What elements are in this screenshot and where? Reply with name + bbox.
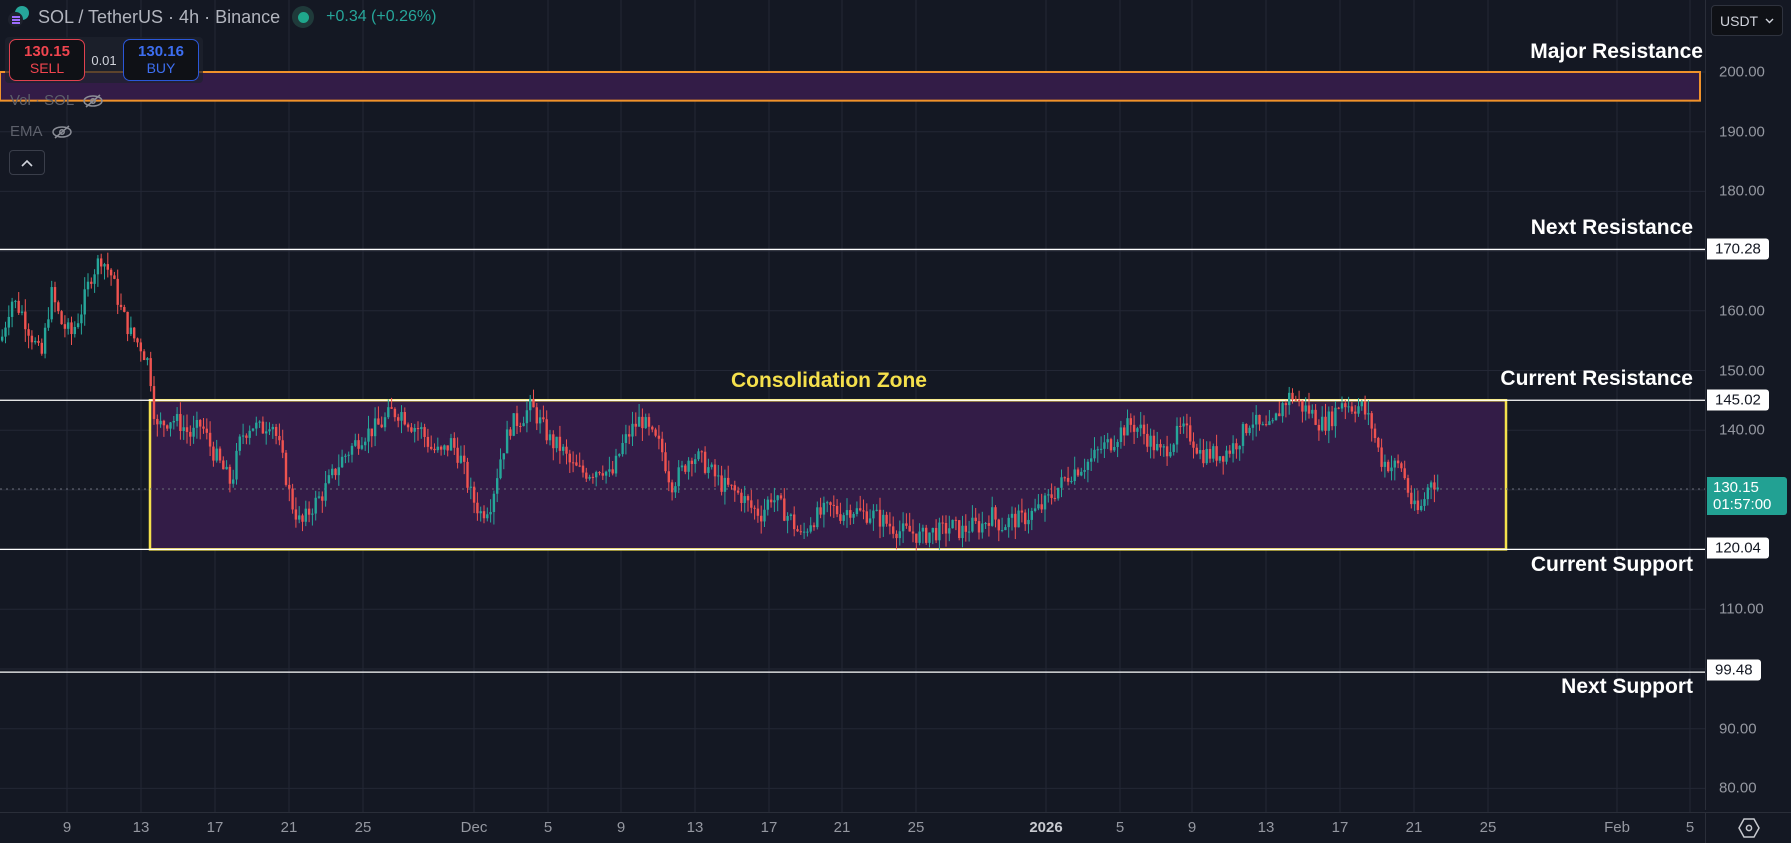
price-tag-next-resistance: 170.28 [1707, 238, 1769, 260]
buy-button[interactable]: 130.16 BUY [123, 39, 199, 81]
label-major-resistance: Major Resistance [1530, 40, 1703, 63]
price-tag-current-resistance: 145.02 [1707, 389, 1769, 411]
current-price-value: 130.15 [1713, 479, 1759, 496]
time-tick-label: 5 [1685, 819, 1695, 836]
symbol-title[interactable]: SOL / TetherUS · 4h · Binance [38, 6, 281, 27]
price-tick-label: 150.00 [1719, 362, 1765, 379]
buy-price: 130.16 [138, 43, 184, 60]
time-axis[interactable]: 9 13 17 21 25 Dec 5 9 13 17 21 25 2026 5 9 13 17 21 25 Feb 5 [0, 812, 1705, 843]
price-tick-label: 110.00 [1719, 600, 1764, 618]
eye-off-icon[interactable] [51, 124, 73, 139]
symbol-header: SOL / TetherUS · 4h · Binance +0.34 (+0.… [8, 6, 436, 28]
indicator-volume[interactable]: Vol · SOL [10, 92, 104, 109]
chart-settings-button[interactable] [1705, 812, 1791, 843]
label-next-support: Next Support [1561, 675, 1693, 698]
time-tick-label: Dec [460, 819, 488, 836]
price-tick-label: 200.00 [1719, 63, 1765, 81]
label-current-support: Current Support [1530, 553, 1693, 576]
spread-value: 0.01 [91, 52, 117, 68]
trade-panel: 130.15 SELL 0.01 130.16 BUY [5, 37, 203, 83]
price-tick-label: 140.00 [1719, 421, 1765, 439]
time-tick-label: 13 [686, 819, 704, 836]
time-tick-label: 17 [760, 819, 778, 836]
price-tag-current-support: 120.04 [1707, 537, 1769, 559]
time-tick-label: 25 [354, 819, 372, 836]
collapse-indicators-button[interactable] [9, 150, 45, 175]
label-consolidation-zone: Consolidation Zone [731, 369, 927, 392]
bar-countdown: 01:57:00 [1713, 496, 1772, 513]
time-tick-label: 13 [132, 819, 150, 836]
time-tick-label: 21 [833, 819, 851, 836]
time-tick-label: 5 [1115, 819, 1125, 836]
price-tick-label: 80.00 [1719, 779, 1757, 797]
time-tick-label: Feb [1604, 819, 1630, 836]
label-current-resistance: Current Resistance [1500, 367, 1693, 390]
label-next-resistance: Next Resistance [1530, 216, 1693, 239]
price-tick-label: 90.00 [1719, 720, 1757, 738]
sol-logo-icon [8, 6, 30, 28]
price-axis[interactable]: 200.00 190.00 180.00 160.00 150.00 140.00 110.… [1705, 0, 1791, 810]
price-tick-label: 180.00 [1719, 182, 1765, 200]
time-tick-label: 25 [1479, 819, 1497, 836]
chevron-down-icon [1765, 18, 1774, 23]
eye-off-icon[interactable] [82, 93, 104, 108]
currency-select[interactable]: USDT [1711, 5, 1783, 36]
settings-hexagon-icon [1737, 818, 1760, 838]
time-tick-label: 21 [1405, 819, 1423, 836]
time-tick-label: 25 [907, 819, 925, 836]
currency-value: USDT [1720, 12, 1759, 29]
indicator-label: Vol · SOL [10, 92, 75, 109]
chevron-up-icon [21, 159, 33, 167]
price-chart-canvas[interactable] [0, 0, 1705, 812]
time-tick-label: 13 [1257, 819, 1275, 836]
sell-price: 130.15 [24, 43, 70, 60]
price-tag-next-support: 99.48 [1707, 659, 1761, 681]
current-price-tag: 130.15 01:57:00 [1707, 477, 1787, 515]
sell-button[interactable]: 130.15 SELL [9, 39, 85, 81]
buy-label: BUY [146, 60, 176, 76]
time-tick-label: 5 [543, 819, 553, 836]
time-tick-label: 9 [1187, 819, 1197, 836]
time-tick-label: 2026 [1029, 819, 1063, 836]
indicator-ema[interactable]: EMA [10, 123, 73, 140]
time-tick-label: 9 [616, 819, 626, 836]
price-tick-label: 160.00 [1719, 302, 1765, 320]
price-change: +0.34 (+0.26%) [326, 8, 437, 25]
sell-label: SELL [29, 60, 65, 76]
indicator-label: EMA [10, 123, 43, 140]
time-tick-label: 9 [62, 819, 72, 836]
time-tick-label: 17 [206, 819, 224, 836]
price-tick-label: 190.00 [1719, 123, 1765, 141]
time-tick-label: 17 [1331, 819, 1349, 836]
market-open-status-icon [292, 6, 315, 28]
time-tick-label: 21 [280, 819, 298, 836]
